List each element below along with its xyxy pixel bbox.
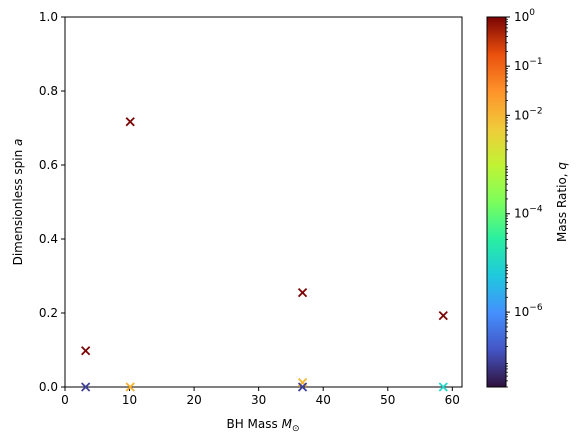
x-axis-ticks: 0 10 20 30 40 50 60 [61,387,460,407]
colorbar-tick-label: 10−6 [514,303,543,319]
scatter-point [297,288,308,298]
plot-frame [64,16,463,388]
colorbar-gradient [486,16,507,388]
plot-area: 0 10 20 30 40 50 60 0.0 0.2 0.4 0.6 0.8 1.0 [39,10,463,407]
y-tick-label: 0.8 [39,84,58,98]
x-tick-label: 10 [122,393,137,407]
scatter-point [438,382,448,392]
scatter-points [81,117,448,392]
colorbar-tick-label: 100 [514,8,535,24]
colorbar-tick-label: 10−2 [514,106,543,122]
colorbar: 10−6 10−4 10−2 10−1 100 Mass Ratio, q [486,8,569,388]
scatter-point [81,382,91,392]
y-tick-label: 0.6 [39,158,58,172]
colorbar-tick-label: 10−4 [514,205,543,221]
scatter-point [81,346,91,356]
scatter-point [297,382,308,392]
y-tick-label: 0.2 [39,306,58,320]
x-tick-label: 0 [61,393,69,407]
colorbar-tick-label: 10−1 [514,57,543,73]
scatter-point [125,117,135,127]
y-tick-label: 1.0 [39,10,58,24]
x-axis-label: BH Mass M⊙ [226,417,299,434]
x-tick-label: 50 [380,393,395,407]
colorbar-label: Mass Ratio, q [555,162,569,242]
scatter-point [438,310,448,321]
y-tick-label: 0.0 [39,380,58,394]
y-axis-label: Dimensionless spin a [11,139,25,266]
y-tick-label: 0.4 [39,232,58,246]
x-tick-label: 40 [316,393,331,407]
colorbar-ticks: 10−6 10−4 10−2 10−1 100 [506,8,543,388]
x-tick-label: 20 [186,393,201,407]
x-tick-label: 30 [251,393,266,407]
y-axis-ticks: 0.0 0.2 0.4 0.6 0.8 1.0 [39,10,65,394]
scatter-point [125,382,135,392]
x-tick-label: 60 [445,393,460,407]
